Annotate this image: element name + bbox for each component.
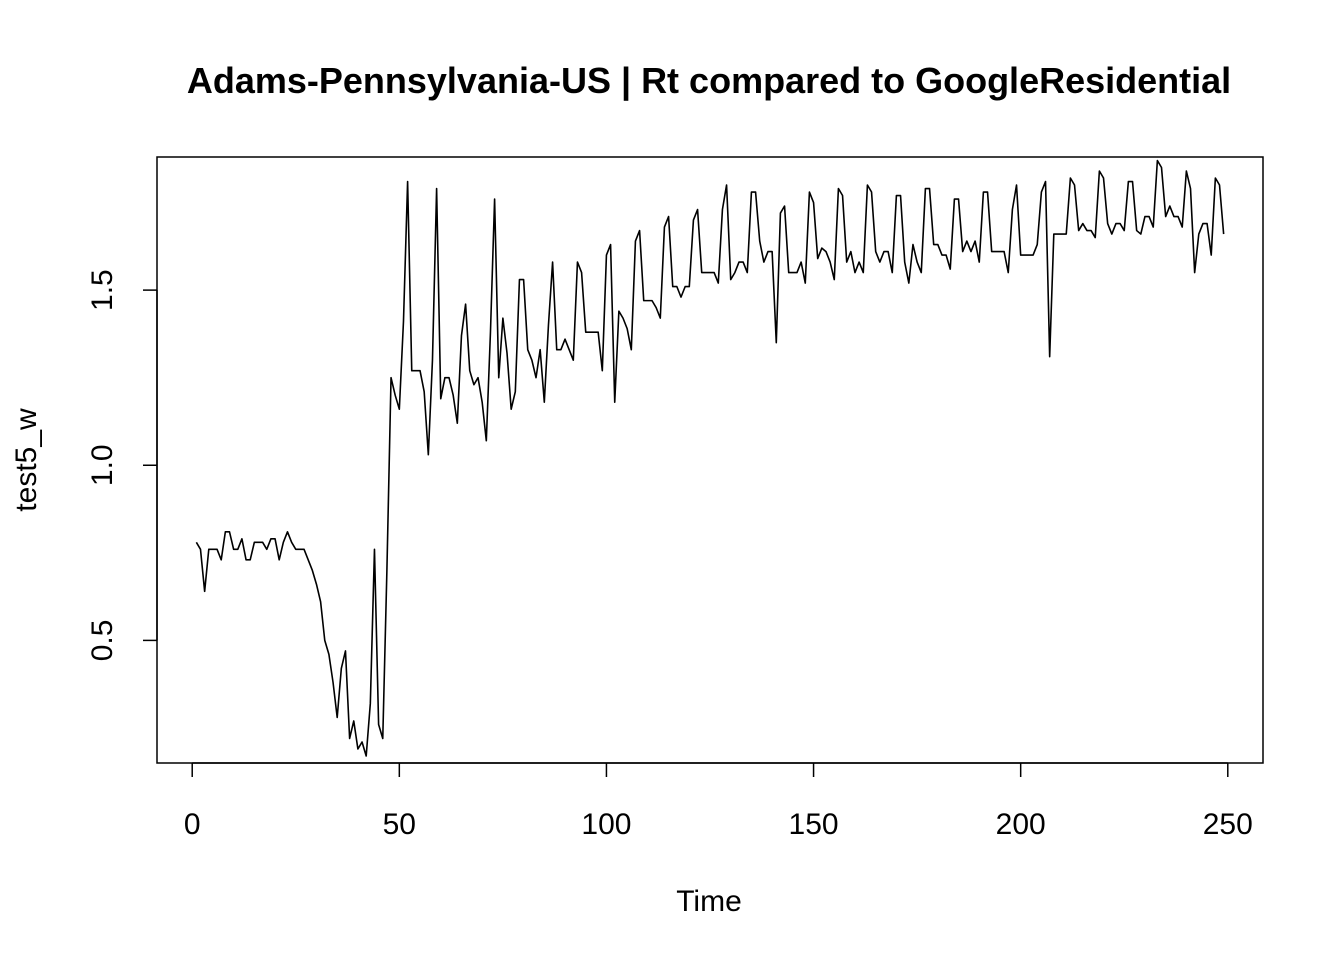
chart-title: Adams-Pennsylvania-US | Rt compared to G… [187, 60, 1231, 102]
x-axis-label: Time [676, 885, 742, 918]
x-tick-label: 200 [996, 808, 1046, 841]
x-tick-label: 100 [581, 808, 631, 841]
y-axis: 0.5 1.0 1.5 [86, 269, 158, 662]
x-tick-label: 50 [383, 808, 416, 841]
series-group [195, 159, 1225, 757]
x-tick-label: 150 [789, 808, 839, 841]
y-tick-label: 1.5 [86, 269, 119, 311]
y-tick-label: 0.5 [86, 620, 119, 662]
y-axis-label: test5_w [10, 408, 43, 512]
plot-frame [156, 156, 1264, 764]
series-line [195, 159, 1225, 757]
x-axis: 0 50 100 150 200 250 [184, 762, 1253, 841]
y-tick-label: 1.0 [86, 444, 119, 486]
x-tick-label: 0 [184, 808, 201, 841]
x-tick-label: 250 [1203, 808, 1253, 841]
